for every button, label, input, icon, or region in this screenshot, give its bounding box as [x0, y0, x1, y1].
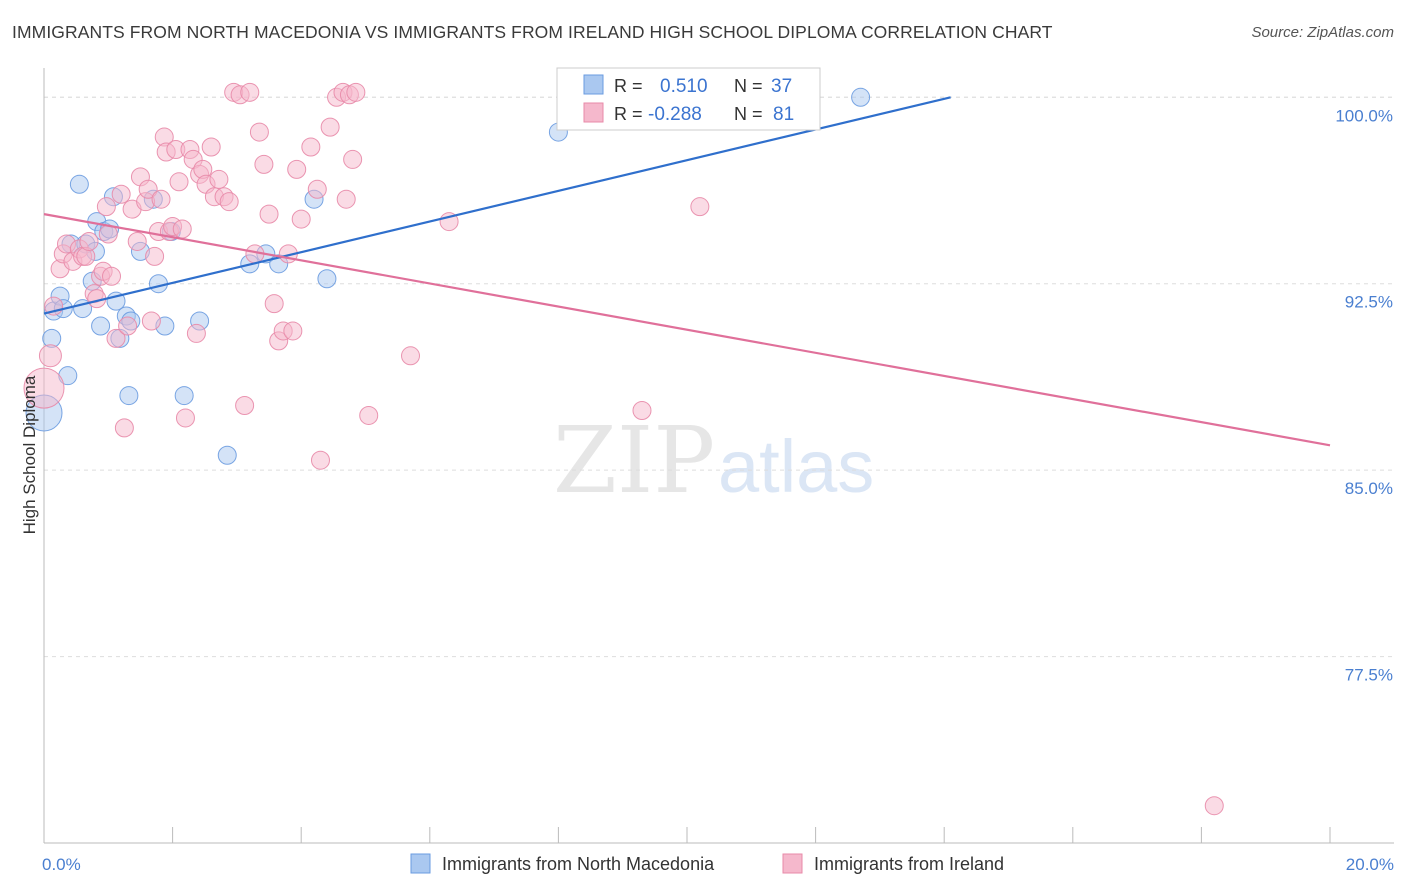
legend-n-label-blue: N = — [734, 76, 763, 96]
pink-data-point — [172, 219, 192, 239]
blue-data-point — [217, 445, 237, 465]
pink-data-point — [235, 396, 255, 416]
pink-data-point — [141, 311, 161, 331]
pink-data-point — [346, 82, 366, 102]
correlation-legend: R = 0.510 N = 37 R = -0.288 N = 81 — [556, 67, 821, 131]
y-tick-label: 85.0% — [1345, 479, 1393, 498]
watermark-atlas: atlas — [718, 425, 874, 508]
blue-trend-line — [43, 96, 951, 315]
blue-data-point — [69, 174, 89, 194]
pink-data-point — [320, 117, 340, 137]
y-tick-label: 92.5% — [1345, 293, 1393, 312]
bottom-legend-label-blue: Immigrants from North Macedonia — [442, 854, 715, 874]
legend-r-label-blue: R = — [614, 76, 643, 96]
pink-data-point — [169, 172, 189, 192]
chart-source: Source: ZipAtlas.com — [1251, 24, 1394, 41]
pink-data-point — [201, 137, 221, 157]
pink-data-point — [138, 179, 158, 199]
watermark-zip: ZIP — [553, 407, 715, 514]
pink-data-point — [310, 450, 330, 470]
bottom-legend-swatch-blue — [410, 853, 431, 874]
blue-data-point — [174, 386, 194, 406]
legend-n-value-pink: 81 — [773, 104, 794, 125]
pink-data-point — [336, 189, 356, 209]
pink-data-point — [151, 189, 171, 209]
pink-data-point — [79, 231, 99, 251]
pink-data-point — [287, 159, 307, 179]
trend-layer — [43, 96, 1331, 447]
pink-data-point — [127, 231, 147, 251]
blue-data-point — [91, 316, 111, 336]
legend-r-value-blue: 0.510 — [660, 76, 708, 97]
pink-data-point — [259, 204, 279, 224]
y-tick-label: 100.0% — [1335, 106, 1393, 125]
pink-data-point — [209, 169, 229, 189]
legend-swatch-blue — [583, 74, 604, 95]
pink-data-point — [38, 344, 62, 368]
pink-data-point — [249, 122, 269, 142]
bottom-legend-swatch-pink — [782, 853, 803, 874]
bottom-legend-label-pink: Immigrants from Ireland — [814, 854, 1004, 874]
pink-data-point — [291, 209, 311, 229]
pink-data-point — [118, 316, 138, 336]
pink-data-point — [175, 408, 195, 428]
pink-trend-line — [43, 213, 1331, 447]
pink-data-point — [1204, 796, 1224, 816]
pink-data-point — [254, 154, 274, 174]
legend-n-label-pink: N = — [734, 104, 763, 124]
pink-data-point — [632, 400, 652, 420]
grid-layer — [44, 96, 1394, 658]
pink-data-point — [401, 346, 421, 366]
legend-n-value-blue: 37 — [771, 76, 792, 97]
pink-data-point — [307, 179, 327, 199]
pink-data-point — [264, 294, 284, 314]
pink-data-point — [186, 323, 206, 343]
pink-data-point — [96, 197, 116, 217]
y-axis-label: High School Diploma — [20, 375, 39, 534]
legend-swatch-pink — [583, 102, 604, 123]
pink-data-point — [106, 328, 126, 348]
pink-data-point — [219, 192, 239, 212]
pink-data-point — [114, 418, 134, 438]
chart-title: IMMIGRANTS FROM NORTH MACEDONIA VS IMMIG… — [12, 22, 1053, 42]
pink-data-point — [343, 149, 363, 169]
series-legend: Immigrants from North Macedonia Immigran… — [410, 853, 1004, 874]
legend-r-label-pink: R = — [614, 104, 643, 124]
pink-data-point — [240, 82, 260, 102]
x-tick-label: 20.0% — [1346, 855, 1394, 874]
pink-data-point — [23, 367, 65, 409]
pink-data-point — [359, 405, 379, 425]
blue-data-point — [851, 87, 871, 107]
pink-data-point — [145, 246, 165, 266]
pink-data-point — [690, 197, 710, 217]
pink-data-point — [111, 184, 131, 204]
blue-data-point — [119, 386, 139, 406]
y-tick-label: 77.5% — [1345, 666, 1393, 685]
pink-data-point — [102, 266, 122, 286]
pink-data-point — [301, 137, 321, 157]
legend-r-value-pink: -0.288 — [648, 104, 702, 125]
pink-data-point — [283, 321, 303, 341]
blue-data-point — [317, 269, 337, 289]
x-tick-label: 0.0% — [42, 855, 81, 874]
axis-layer: 77.5% 85.0% 92.5% 100.0% 0.0% 20.0% — [42, 68, 1394, 874]
